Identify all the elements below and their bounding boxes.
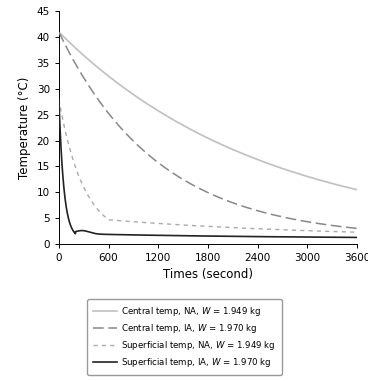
- X-axis label: Times (second): Times (second): [163, 269, 253, 282]
- Legend: Central temp, NA, $W$ = 1.949 kg, Central temp, IA, $W$ = 1.970 kg, Superficial : Central temp, NA, $W$ = 1.949 kg, Centra…: [87, 299, 282, 375]
- Y-axis label: Temperature (°C): Temperature (°C): [18, 77, 31, 179]
